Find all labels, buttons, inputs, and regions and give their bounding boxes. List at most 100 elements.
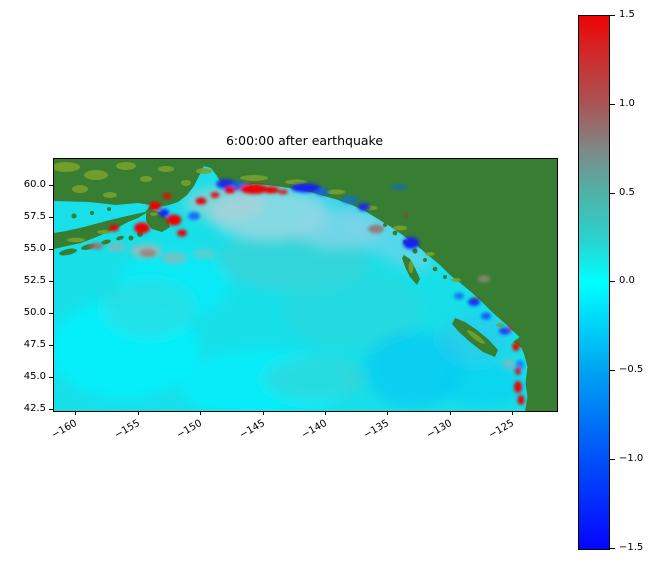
x-tick-label: −125 (486, 417, 516, 442)
coastal-islet (383, 223, 387, 227)
x-tick-label: −145 (237, 417, 267, 442)
trough-blob (454, 292, 464, 300)
crest-blob (515, 367, 521, 375)
trough-blob (291, 183, 321, 193)
colorbar-tick-label: 0.0 (619, 275, 635, 286)
x-tick-label: −150 (174, 417, 204, 442)
coastal-islet (423, 258, 427, 262)
y-tick-mark (49, 345, 54, 346)
trough-blob (358, 203, 370, 211)
y-tick-label: 47.5 (23, 339, 46, 350)
trough-blob (499, 327, 511, 335)
y-tick-label: 50.0 (23, 307, 46, 318)
map-plot (53, 158, 558, 412)
aleutian-islet (116, 235, 124, 241)
bay-islet (107, 207, 111, 211)
chart-title: 6:00:00 after earthquake (225, 133, 384, 148)
aleutian-islet (59, 248, 77, 256)
x-tick-label: −130 (424, 417, 454, 442)
crest-blob (512, 343, 520, 351)
y-tick-mark (49, 409, 54, 410)
crest-blob (166, 214, 182, 226)
y-tick-label: 45.0 (23, 371, 46, 382)
bristol-bay-water (54, 201, 151, 233)
colorbar-gradient-swatch (579, 16, 609, 549)
x-tick-mark (325, 411, 326, 415)
colorbar-tick-mark (610, 548, 615, 549)
crest-blob (149, 201, 161, 211)
colorbar-tick-label: 1.5 (619, 9, 635, 20)
y-tick-mark (49, 217, 54, 218)
crest-blob (224, 186, 236, 194)
x-tick-mark (75, 411, 76, 415)
trough-blob (188, 212, 200, 220)
colorbar-tick-label: −1.5 (619, 542, 644, 553)
muted-crest-blob (368, 224, 384, 234)
y-tick-mark (49, 185, 54, 186)
muted-crest-blob (140, 249, 156, 257)
coastal-islet (432, 266, 438, 272)
colorbar-tick-mark (610, 281, 615, 282)
coastal-islet (443, 275, 447, 279)
crest-blob (195, 197, 207, 205)
colorbar-tick-mark (610, 104, 615, 105)
trough-blob (159, 209, 169, 217)
crest-blob (109, 224, 119, 232)
x-tick-label: −155 (112, 417, 142, 442)
x-tick-label: −160 (49, 417, 79, 442)
y-tick-label: 42.5 (23, 403, 46, 414)
heatmap-canvas (54, 159, 557, 411)
island (128, 235, 134, 241)
x-tick-mark (200, 411, 201, 415)
trough-blob (481, 312, 491, 320)
bay-islet (71, 213, 77, 219)
colorbar-tick-mark (610, 459, 615, 460)
colorbar-tick-label: 0.5 (619, 187, 635, 198)
muted-crest-blob (478, 275, 490, 283)
aleutian-islet (101, 239, 111, 245)
crest-blob (278, 189, 288, 195)
x-tick-label: −135 (361, 417, 391, 442)
y-tick-label: 60.0 (23, 179, 46, 190)
bay-islet (90, 211, 94, 215)
land-mainland (54, 159, 557, 411)
coastal-islet (412, 248, 418, 254)
colorbar-tick-mark (610, 370, 615, 371)
crest-blob (404, 213, 408, 217)
y-tick-label: 55.0 (23, 243, 46, 254)
colorbar-tick-label: 1.0 (619, 98, 635, 109)
crest-blob (240, 184, 268, 194)
colorbar (578, 15, 610, 550)
y-tick-mark (49, 377, 54, 378)
x-tick-mark (450, 411, 451, 415)
coastal-islet (392, 230, 398, 236)
crest-blob (517, 395, 525, 405)
x-tick-label: −140 (299, 417, 329, 442)
wave-blobs (89, 179, 525, 405)
trough-blob (341, 196, 359, 204)
muted-crest-blob (89, 242, 103, 250)
trough-blob (315, 188, 329, 196)
trough-blob (403, 237, 419, 249)
trough-blob (468, 298, 480, 306)
x-tick-mark (263, 411, 264, 415)
x-tick-mark (138, 411, 139, 415)
y-tick-mark (49, 281, 54, 282)
colorbar-tick-mark (610, 15, 615, 16)
y-tick-mark (49, 249, 54, 250)
crest-blob (263, 186, 279, 194)
colorbar-tick-label: −1.0 (619, 453, 644, 464)
crest-blob (514, 381, 522, 393)
y-tick-label: 52.5 (23, 275, 46, 286)
colorbar-tick-label: −0.5 (619, 364, 644, 375)
crest-blob (134, 222, 150, 234)
y-tick-mark (49, 313, 54, 314)
x-tick-mark (387, 411, 388, 415)
crest-blob (177, 229, 187, 237)
crest-blob (162, 193, 172, 199)
crest-blob (210, 192, 220, 198)
colorbar-tick-mark (610, 193, 615, 194)
trough-blob (391, 184, 407, 190)
crest-blob (508, 327, 512, 331)
